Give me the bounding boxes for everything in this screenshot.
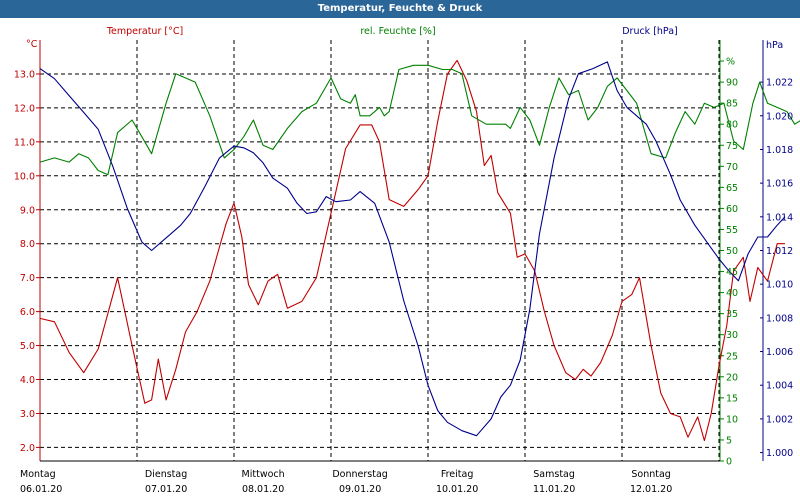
- humidity-tick-label: 80: [726, 120, 738, 131]
- temperature-tick-label: 7.0: [20, 273, 35, 284]
- pressure-tick-label: 1.022: [766, 78, 793, 89]
- x-tick-label-date: 11.01.20: [533, 484, 575, 495]
- series-line-humidity: [39, 64, 800, 176]
- humidity-tick-label: 5: [726, 435, 732, 446]
- temperature-tick-label: 4.0: [20, 375, 35, 386]
- pressure-tick-label: 1.016: [766, 179, 793, 190]
- x-tick-label-date: 08.01.20: [242, 484, 284, 495]
- temperature-tick-label: 10.0: [14, 171, 35, 182]
- humidity-tick-label: 20: [726, 372, 738, 383]
- humidity-tick-label: 50: [726, 246, 738, 257]
- humidity-tick-label: 55: [726, 225, 738, 236]
- humidity-tick-label: 0: [726, 457, 732, 468]
- pressure-tick-label: 1.008: [766, 313, 793, 324]
- temperature-tick-label: 5.0: [20, 341, 35, 352]
- humidity-tick-label: 30: [726, 330, 738, 341]
- chart-series: [39, 59, 800, 442]
- x-tick-label-day: Montag: [20, 469, 56, 480]
- humidity-tick-label: 40: [726, 288, 738, 299]
- x-tick-label-date: 06.01.20: [20, 484, 62, 495]
- pressure-tick-label: 1.014: [766, 212, 793, 223]
- humidity-tick-label: 60: [726, 204, 738, 215]
- pressure-tick-label: 1.002: [766, 414, 793, 425]
- pressure-tick-label: 1.018: [766, 145, 793, 156]
- x-tick-label-date: 09.01.20: [339, 484, 381, 495]
- x-tick-label-day: Sonntag: [631, 469, 670, 480]
- temperature-unit-label: °C: [26, 39, 38, 50]
- humidity-tick-label: 15: [726, 393, 738, 404]
- pressure-tick-label: 1.010: [766, 280, 793, 291]
- pressure-axis-title: Druck [hPa]: [622, 26, 678, 37]
- pressure-tick-label: 1.006: [766, 347, 793, 358]
- x-tick-label-date: 12.01.20: [630, 484, 672, 495]
- pressure-tick-label: 1.004: [766, 381, 793, 392]
- x-tick-label-day: Freitag: [441, 469, 474, 480]
- temperature-tick-label: 13.0: [14, 69, 35, 80]
- humidity-tick-label: 45: [726, 267, 738, 278]
- chart-axes: [36, 40, 764, 462]
- pressure-tick-label: 1.012: [766, 246, 793, 257]
- humidity-tick-label: 85: [726, 99, 738, 110]
- temperature-tick-label: 8.0: [20, 239, 35, 250]
- series-line-pressure: [39, 61, 786, 437]
- chart-labels: 2.0 3.0 4.0 5.0 6.0 7.0 8.0 9.0 10.0 11.0 12.0 13.0…: [14, 26, 793, 495]
- temperature-tick-label: 2.0: [20, 443, 35, 454]
- humidity-tick-label: 10: [726, 414, 738, 425]
- chart-grid: [40, 40, 720, 461]
- humidity-tick-label: 75: [726, 141, 738, 152]
- chart-title: Temperatur, Feuchte & Druck: [0, 0, 800, 18]
- temperature-tick-label: 6.0: [20, 307, 35, 318]
- x-tick-label-day: Donnerstag: [332, 469, 387, 480]
- series-line-temperature: [39, 59, 785, 442]
- temperature-tick-label: 3.0: [20, 409, 35, 420]
- humidity-tick-label: 35: [726, 309, 738, 320]
- humidity-axis-title: rel. Feuchte [%]: [360, 26, 435, 37]
- humidity-tick-label: 65: [726, 183, 738, 194]
- pressure-tick-label: 1.000: [766, 448, 793, 459]
- humidity-unit-label: %: [726, 57, 735, 68]
- temperature-tick-label: 11.0: [14, 137, 35, 148]
- temperature-tick-label: 9.0: [20, 205, 35, 216]
- temperature-tick-label: 12.0: [14, 103, 35, 114]
- x-tick-label-day: Dienstag: [145, 469, 187, 480]
- humidity-tick-label: 90: [726, 78, 738, 89]
- x-tick-label-date: 07.01.20: [145, 484, 187, 495]
- humidity-tick-label: 70: [726, 162, 738, 173]
- x-tick-label-day: Mittwoch: [242, 469, 285, 480]
- pressure-unit-label: hPa: [766, 40, 783, 51]
- x-tick-label-day: Samstag: [533, 469, 575, 480]
- humidity-tick-label: 25: [726, 351, 738, 362]
- pressure-tick-label: 1.020: [766, 111, 793, 122]
- x-tick-label-date: 10.01.20: [436, 484, 478, 495]
- temperature-axis-title: Temperatur [°C]: [106, 26, 183, 37]
